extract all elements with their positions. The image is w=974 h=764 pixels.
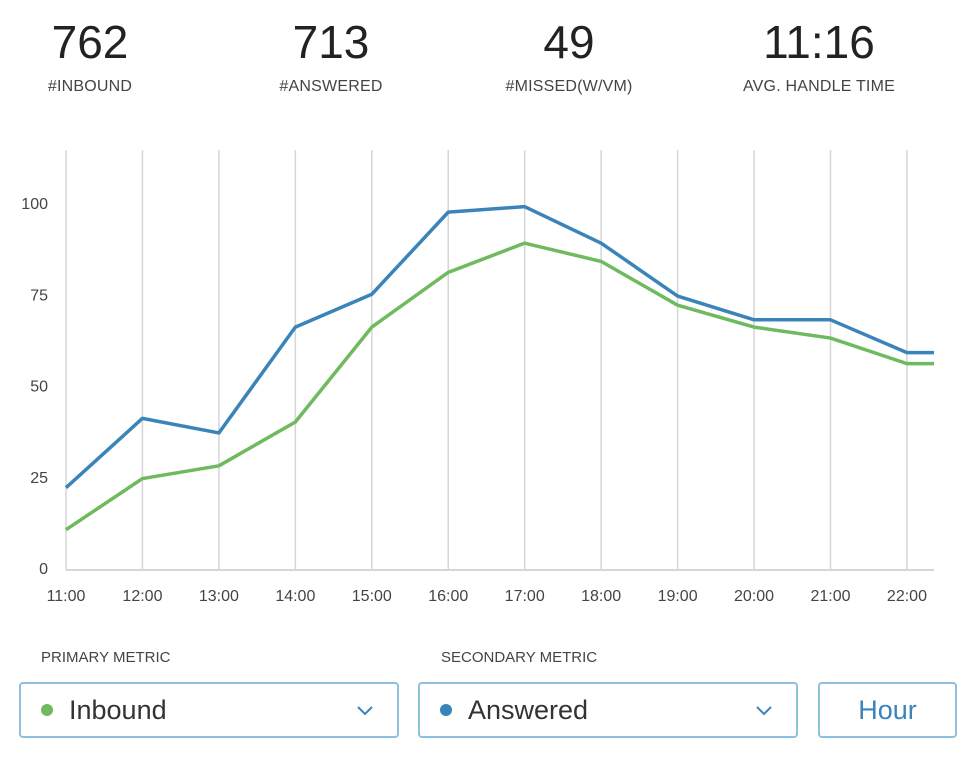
chevron-down-icon <box>756 706 772 716</box>
stat-avg-handle-time: 11:16 AVG. HANDLE TIME <box>719 14 919 96</box>
series-line-inbound <box>65 241 934 532</box>
x-tick-label: 19:00 <box>658 588 698 605</box>
stat-label: #ANSWERED <box>279 78 383 95</box>
chevron-down-icon <box>357 706 373 716</box>
x-tick-label: 20:00 <box>734 588 774 605</box>
stat-inbound: 762 #INBOUND <box>0 14 190 96</box>
series-line-answered <box>64 204 934 489</box>
y-tick-label: 25 <box>30 470 48 487</box>
inbound-color-dot <box>41 704 53 716</box>
x-tick-label: 13:00 <box>199 588 239 605</box>
stat-missed: 49 #MISSED(W/VM) <box>469 14 669 96</box>
y-tick-label: 0 <box>39 561 48 578</box>
primary-metric-select[interactable]: Inbound <box>19 682 399 738</box>
y-tick-label: 75 <box>30 287 48 304</box>
secondary-metric-select[interactable]: Answered <box>418 682 798 738</box>
stat-value: 762 <box>51 16 129 68</box>
answered-color-dot <box>440 704 452 716</box>
secondary-metric-value: Answered <box>468 694 589 725</box>
interval-button[interactable]: Hour <box>818 682 957 738</box>
line-chart: 11:00 12:00 13:00 14:00 15:00 16:00 17:00 18:00… <box>21 150 934 605</box>
x-tick-label: 11:00 <box>47 588 86 605</box>
x-tick-label: 22:00 <box>887 588 927 605</box>
primary-metric-label: PRIMARY METRIC <box>41 649 171 666</box>
y-tick-label: 100 <box>21 196 48 213</box>
stat-value: 49 <box>543 16 595 68</box>
x-tick-label: 14:00 <box>275 588 315 605</box>
secondary-metric-label: SECONDARY METRIC <box>441 649 598 666</box>
x-tick-label: 17:00 <box>505 588 545 605</box>
stat-label: AVG. HANDLE TIME <box>743 78 895 95</box>
x-tick-label: 12:00 <box>122 588 162 605</box>
y-tick-label: 50 <box>30 379 48 396</box>
stat-label: #MISSED(W/VM) <box>505 78 633 95</box>
stat-value: 713 <box>292 16 370 68</box>
primary-metric-value: Inbound <box>69 694 167 725</box>
x-tick-label: 16:00 <box>428 588 468 605</box>
x-tick-label: 15:00 <box>352 588 392 605</box>
stat-value: 11:16 <box>763 16 875 68</box>
x-tick-label: 21:00 <box>810 588 850 605</box>
x-tick-label: 18:00 <box>581 588 621 605</box>
stat-label: #INBOUND <box>47 78 133 95</box>
stat-answered: 713 #ANSWERED <box>231 14 431 96</box>
